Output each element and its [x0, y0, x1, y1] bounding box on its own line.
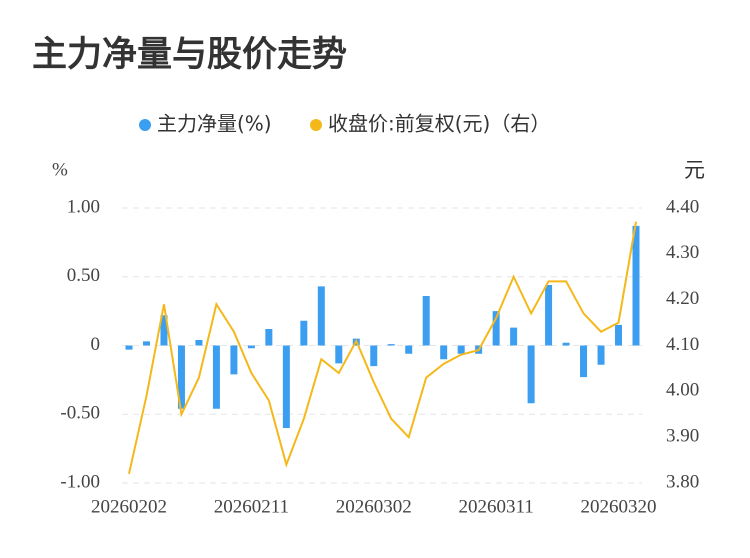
- chart-title: 主力净量与股价走势: [32, 35, 347, 75]
- bar: [527, 345, 535, 404]
- bar: [160, 315, 168, 346]
- bar: [632, 225, 640, 346]
- y2-tick-label: 4.10: [666, 334, 699, 355]
- legend-label: 主力净量(%): [157, 112, 272, 136]
- bar: [195, 340, 203, 346]
- bar: [492, 311, 500, 346]
- x-tick-label: 20260302: [336, 496, 412, 517]
- bar: [142, 341, 150, 346]
- bar: [440, 345, 448, 360]
- bar: [510, 327, 518, 346]
- bar: [230, 345, 238, 375]
- bar: [580, 345, 588, 378]
- legend-marker: [310, 119, 322, 131]
- y-tick-label: 1.00: [67, 196, 100, 217]
- x-tick-label: 20260320: [581, 496, 657, 517]
- bar: [212, 345, 220, 409]
- bar: [545, 285, 553, 346]
- bar: [370, 345, 378, 367]
- legend-marker: [139, 119, 151, 131]
- bar: [125, 345, 133, 350]
- bar: [457, 345, 465, 354]
- x-tick-label: 20260202: [91, 496, 167, 517]
- y2-tick-label: 3.90: [666, 426, 699, 447]
- y2-axis-unit: 元: [684, 158, 705, 182]
- y-tick-label: -1.00: [60, 471, 100, 492]
- legend-label: 收盘价:前复权(元)（右）: [328, 112, 550, 136]
- bar: [387, 344, 395, 346]
- bar: [282, 345, 290, 428]
- y2-tick-label: 4.40: [666, 196, 699, 217]
- price-line: [128, 221, 637, 475]
- x-tick-label: 20260311: [458, 496, 533, 517]
- bar: [335, 345, 343, 364]
- y-tick-label: 0.50: [67, 265, 100, 286]
- bar: [615, 324, 623, 346]
- x-tick-label: 20260211: [214, 496, 289, 517]
- y-tick-label: -0.50: [60, 403, 100, 424]
- bar: [405, 345, 413, 354]
- y2-tick-label: 3.80: [666, 471, 699, 492]
- y2-tick-label: 4.20: [666, 288, 699, 309]
- y-axis-unit: %: [52, 159, 68, 180]
- bar: [247, 345, 255, 349]
- y2-tick-label: 4.30: [666, 242, 699, 263]
- bar: [422, 296, 430, 346]
- bar: [300, 320, 308, 346]
- bar: [265, 329, 273, 346]
- y-tick-label: 0: [91, 334, 101, 355]
- y2-tick-label: 4.00: [666, 380, 699, 401]
- bar: [317, 286, 325, 346]
- bar: [597, 345, 605, 365]
- bar: [177, 345, 185, 409]
- bar: [562, 342, 570, 346]
